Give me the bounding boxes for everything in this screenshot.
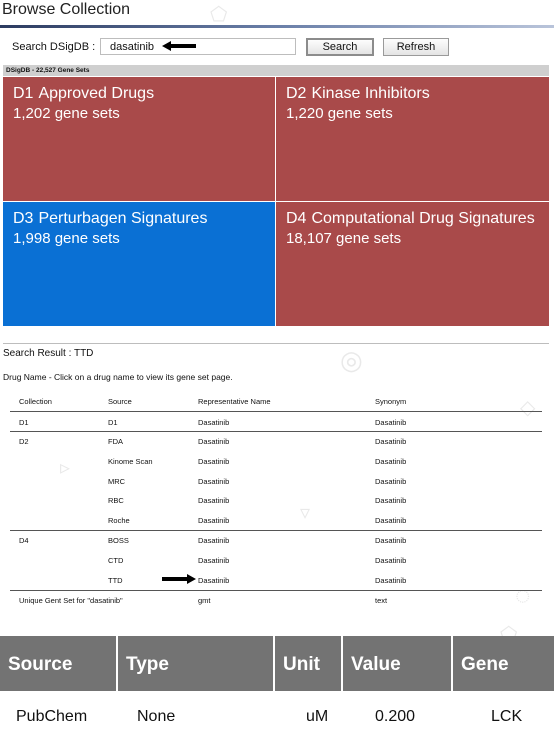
column-header-value: Value	[343, 636, 451, 691]
table-cell-source: D1	[108, 418, 118, 427]
tile-count: 1,998 gene sets	[13, 230, 120, 247]
tile-count: 1,202 gene sets	[13, 105, 120, 122]
table-cell-synonym: Dasatinib	[375, 496, 407, 505]
table-divider	[10, 411, 542, 412]
table-cell-unit: uM	[306, 708, 329, 725]
table-cell-synonym: Dasatinib	[375, 576, 407, 585]
drug-name-link[interactable]: Dasatinib	[198, 536, 230, 545]
result-divider	[3, 343, 549, 344]
tile-code: D2	[286, 85, 307, 102]
column-header-synonym: Synonym	[375, 397, 407, 406]
table-cell-source: RBC	[108, 496, 124, 505]
download-text-link[interactable]: text	[375, 596, 388, 605]
table-cell-source: FDA	[108, 437, 123, 446]
refresh-button[interactable]: Refresh	[383, 38, 449, 56]
table-cell-synonym: Dasatinib	[375, 556, 407, 565]
drug-name-link[interactable]: Dasatinib	[198, 576, 230, 585]
tile-name: Perturbagen Signatures	[38, 210, 208, 227]
column-header-representative-name: Representative Name	[198, 397, 271, 406]
table-cell-value: 0.200	[375, 708, 416, 725]
table-cell-source: Roche	[108, 516, 130, 525]
result-title: Search Result : TTD	[3, 348, 94, 359]
arrow-left-icon	[162, 41, 196, 51]
drug-name-link[interactable]: Dasatinib	[198, 457, 230, 466]
table-cell-source: Kinome Scan	[108, 457, 153, 466]
tile-name: Approved Drugs	[38, 85, 155, 102]
tile-code: D3	[13, 210, 34, 227]
drug-name-link[interactable]: Dasatinib	[198, 516, 230, 525]
tile-count: 18,107 gene sets	[286, 230, 402, 247]
download-gmt-link[interactable]: gmt	[198, 596, 211, 605]
table-cell-type: None	[137, 708, 176, 725]
table-cell-synonym: Dasatinib	[375, 516, 407, 525]
drug-name-link[interactable]: Dasatinib	[198, 437, 230, 446]
background-pattern: ◌	[515, 580, 531, 610]
background-pattern: ◇	[520, 397, 536, 419]
column-header-type: Type	[118, 636, 273, 691]
drug-instruction: Drug Name - Click on a drug name to view…	[3, 372, 233, 382]
drug-name-link[interactable]: Dasatinib	[198, 496, 230, 505]
column-header-source: Source	[0, 636, 116, 691]
table-cell-source: BOSS	[108, 536, 129, 545]
table-cell-source: TTD	[108, 576, 123, 585]
tile-name: Computational Drug Signatures	[311, 210, 535, 227]
drug-name-link[interactable]: Dasatinib	[198, 556, 230, 565]
collection-tile-d4[interactable]: D4 Computational Drug Signatures 18,107 g…	[276, 202, 549, 326]
drug-name-link[interactable]: Dasatinib	[198, 477, 230, 486]
table-divider	[10, 530, 542, 531]
collection-tile-d1[interactable]: D1 Approved Drugs 1,202 gene sets	[3, 77, 275, 201]
table-cell-synonym: Dasatinib	[375, 536, 407, 545]
background-pattern: ▿	[300, 502, 311, 524]
table-cell-synonym: Dasatinib	[375, 437, 407, 446]
table-cell-source: CTD	[108, 556, 124, 565]
background-pattern: ⬠	[210, 4, 228, 26]
tile-code: D1	[13, 85, 34, 102]
search-button[interactable]: Search	[306, 38, 374, 56]
collection-tile-d2[interactable]: D2 Kinase Inhibitors 1,220 gene sets	[276, 77, 549, 201]
table-cell-source: PubChem	[16, 708, 88, 725]
table-divider	[10, 431, 542, 432]
column-header-unit: Unit	[275, 636, 341, 691]
arrow-right-icon	[162, 574, 196, 584]
collection-count-bar: DSigDB - 22,527 Gene Sets	[3, 65, 549, 76]
title-divider	[0, 25, 554, 28]
tile-code: D4	[286, 210, 307, 227]
tile-name: Kinase Inhibitors	[311, 85, 430, 102]
column-header-collection: Collection	[19, 397, 52, 406]
search-label: Search DSigDB :	[12, 41, 96, 53]
search-input[interactable]	[100, 38, 296, 55]
table-cell-collection: D4	[19, 536, 29, 545]
table-cell-synonym: Dasatinib	[375, 418, 407, 427]
table-cell-synonym: Dasatinib	[375, 477, 407, 486]
background-pattern: ▹	[60, 457, 71, 479]
table-cell-source: MRC	[108, 477, 126, 486]
table-cell-collection: D1	[19, 418, 29, 427]
tile-count: 1,220 gene sets	[286, 105, 393, 122]
table-cell-collection: D2	[19, 437, 29, 446]
unique-gene-set-label: Unique Gent Set for "dasatinib"	[19, 596, 123, 605]
background-pattern: ◎	[340, 345, 363, 375]
table-cell-gene: LCK	[491, 708, 523, 725]
column-header-gene: Gene	[453, 636, 554, 691]
collection-tile-d3[interactable]: D3 Perturbagen Signatures 1,998 gene sets	[3, 202, 275, 326]
page-title: Browse Collection	[2, 1, 131, 18]
column-header-source: Source	[108, 397, 132, 406]
table-cell-synonym: Dasatinib	[375, 457, 407, 466]
drug-name-link[interactable]: Dasatinib	[198, 418, 230, 427]
table-divider	[10, 590, 542, 591]
